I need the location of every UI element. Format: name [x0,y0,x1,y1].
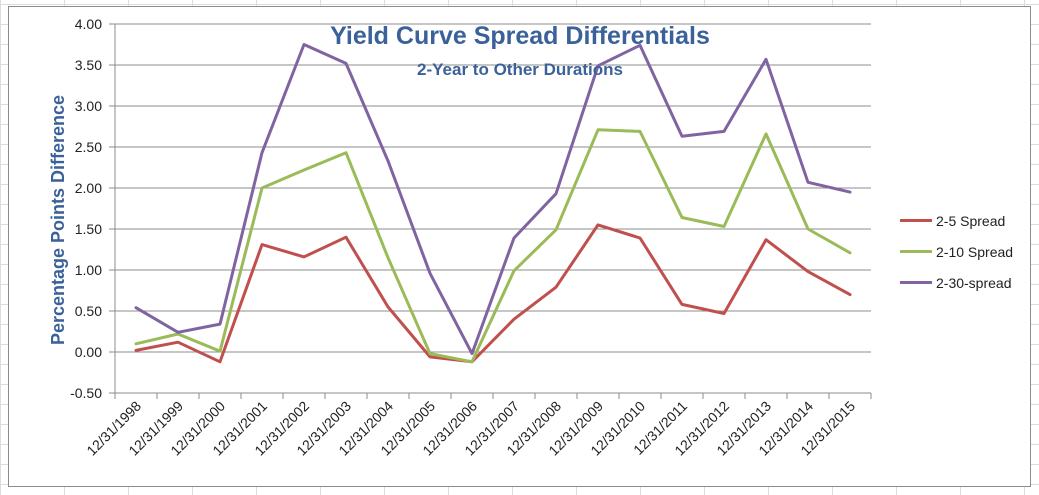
legend-swatch [900,281,932,284]
y-tick-label: 1.00 [75,262,102,278]
x-tick-labels: 12/31/199812/31/199912/31/200012/31/2001… [83,398,858,459]
y-tick-label: 4.00 [75,16,102,32]
series-line [134,128,852,364]
y-tick-label: 3.50 [75,57,102,73]
legend-item: 2-10 Spread [900,236,1030,267]
y-tick-label: -0.50 [70,385,102,401]
series-line [134,223,852,364]
series-line [134,43,852,356]
legend-swatch [900,250,932,253]
series-lines [134,43,852,364]
y-tick-label: 1.50 [75,221,102,237]
legend-label: 2-30-spread [936,274,1012,291]
y-axis-label: Percentage Points Difference [48,95,68,345]
legend: 2-5 Spread 2-10 Spread 2-30-spread [900,205,1030,298]
legend-label: 2-5 Spread [936,212,1006,229]
chart-title: Yield Curve Spread Differentials [330,22,710,50]
y-tick-label: 0.00 [75,344,102,360]
legend-item: 2-5 Spread [900,205,1030,236]
y-tick-label: 2.50 [75,139,102,155]
y-tick-label: 3.00 [75,98,102,114]
legend-label: 2-10 Spread [936,243,1014,260]
chart-subtitle: 2-Year to Other Durations [417,60,623,79]
y-tick-label: 2.00 [75,180,102,196]
legend-item: 2-30-spread [900,267,1030,298]
chart-area[interactable] [8,6,1031,487]
y-tick-labels: 4.00 3.50 3.00 2.50 2.00 1.50 1.00 0.50 0.00 -0.5… [70,16,102,401]
legend-swatch [900,219,932,222]
axes [109,23,872,399]
y-tick-label: 0.50 [75,303,102,319]
